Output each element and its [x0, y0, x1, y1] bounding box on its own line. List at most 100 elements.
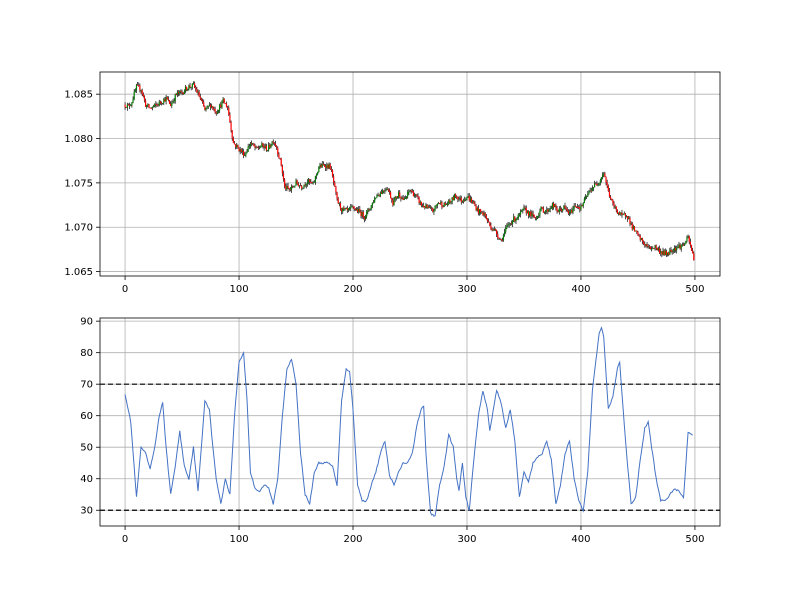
candle-body [484, 213, 486, 216]
candle-body [545, 211, 547, 212]
candle-body [212, 106, 214, 109]
candle-body [538, 215, 540, 217]
candle-body [236, 145, 238, 148]
candle-body [611, 198, 613, 200]
candle-body [437, 203, 440, 204]
candle-body [579, 207, 581, 210]
y-tick-label: 1.070 [64, 223, 93, 234]
candle-body [497, 234, 499, 238]
candle-body [490, 225, 492, 230]
x-tick-label: 400 [571, 534, 590, 545]
price-ticks: 0 100 200 300 400 500 1.065 1.070 1.075 1.080 1.08… [64, 90, 704, 295]
candle-body [207, 105, 209, 107]
candle-body [494, 229, 497, 231]
candle-body [263, 145, 265, 148]
candle-body [394, 196, 396, 200]
x-tick-label: 500 [685, 534, 704, 545]
candle-body [298, 185, 301, 187]
candle-body [551, 203, 554, 209]
candle-body [635, 230, 637, 232]
candle-body [546, 209, 548, 212]
candle-body [581, 205, 583, 207]
candle-body [674, 247, 677, 251]
candle-body [155, 103, 157, 105]
candle-body [341, 208, 343, 212]
candle-body [278, 154, 280, 159]
candle-body [205, 107, 207, 110]
candle-body [345, 208, 347, 210]
candle-body [678, 244, 680, 248]
candle-body [228, 107, 230, 115]
candle-body [138, 85, 140, 86]
candle-body [188, 85, 190, 89]
candle-body [597, 185, 599, 186]
candle-body [392, 200, 394, 205]
candle-body [629, 218, 631, 224]
candle-body [187, 88, 189, 91]
candle-body [566, 209, 568, 212]
candle-body [486, 218, 489, 222]
candle-body [666, 252, 669, 255]
candle-body [229, 114, 231, 123]
candle-body [318, 167, 320, 173]
candle-body [279, 158, 281, 159]
candle-body [475, 205, 477, 211]
candle-body [197, 91, 199, 93]
candle-body [684, 244, 686, 246]
candle-body [462, 200, 465, 202]
candle-body [592, 187, 595, 189]
candle-body [619, 212, 621, 215]
candle-body [595, 183, 597, 185]
candle-body [508, 224, 510, 226]
x-tick-label: 300 [457, 534, 476, 545]
candle-body [264, 145, 266, 148]
candle-body [168, 100, 171, 104]
candle-body [260, 146, 262, 148]
candle-body [483, 213, 485, 216]
candle-body [567, 211, 570, 214]
candle-body [441, 202, 443, 207]
candle-body [400, 197, 402, 199]
candle-body [311, 182, 313, 184]
candle-body [201, 100, 204, 103]
candle-body [521, 210, 523, 212]
candle-body [423, 205, 425, 207]
candle-body [360, 211, 362, 217]
candle-body [147, 104, 149, 106]
candle-body [670, 249, 672, 252]
candle-body [573, 205, 575, 209]
candle-body [142, 93, 144, 97]
candle-body [182, 92, 184, 94]
candle-body [249, 143, 252, 147]
candle-body [131, 102, 133, 105]
candle-body [600, 177, 603, 181]
candle-body [191, 83, 193, 88]
candle-body [378, 195, 380, 196]
candle-body [661, 251, 663, 255]
candle-body [222, 98, 224, 102]
candle-body [133, 91, 135, 100]
price-candles [124, 81, 695, 261]
candle-body [493, 229, 495, 231]
candle-body [237, 145, 239, 148]
candle-body [609, 196, 612, 199]
candle-body [688, 236, 690, 242]
candle-body [686, 237, 688, 242]
y-tick-label: 1.075 [64, 178, 93, 189]
x-tick-label: 100 [229, 534, 248, 545]
candle-body [669, 249, 671, 255]
candle-body [294, 185, 296, 187]
candle-body [282, 173, 285, 180]
candle-body [192, 83, 195, 85]
y-tick-label: 30 [80, 506, 93, 517]
candle-body [433, 210, 435, 212]
candle-body [679, 244, 681, 249]
candle-body [258, 147, 261, 149]
candle-body [440, 202, 442, 204]
candle-body [681, 244, 683, 246]
candle-body [159, 101, 162, 103]
candle-body [255, 146, 257, 148]
candle-body [307, 179, 310, 183]
candle-body [288, 188, 290, 190]
candle-body [557, 211, 559, 213]
